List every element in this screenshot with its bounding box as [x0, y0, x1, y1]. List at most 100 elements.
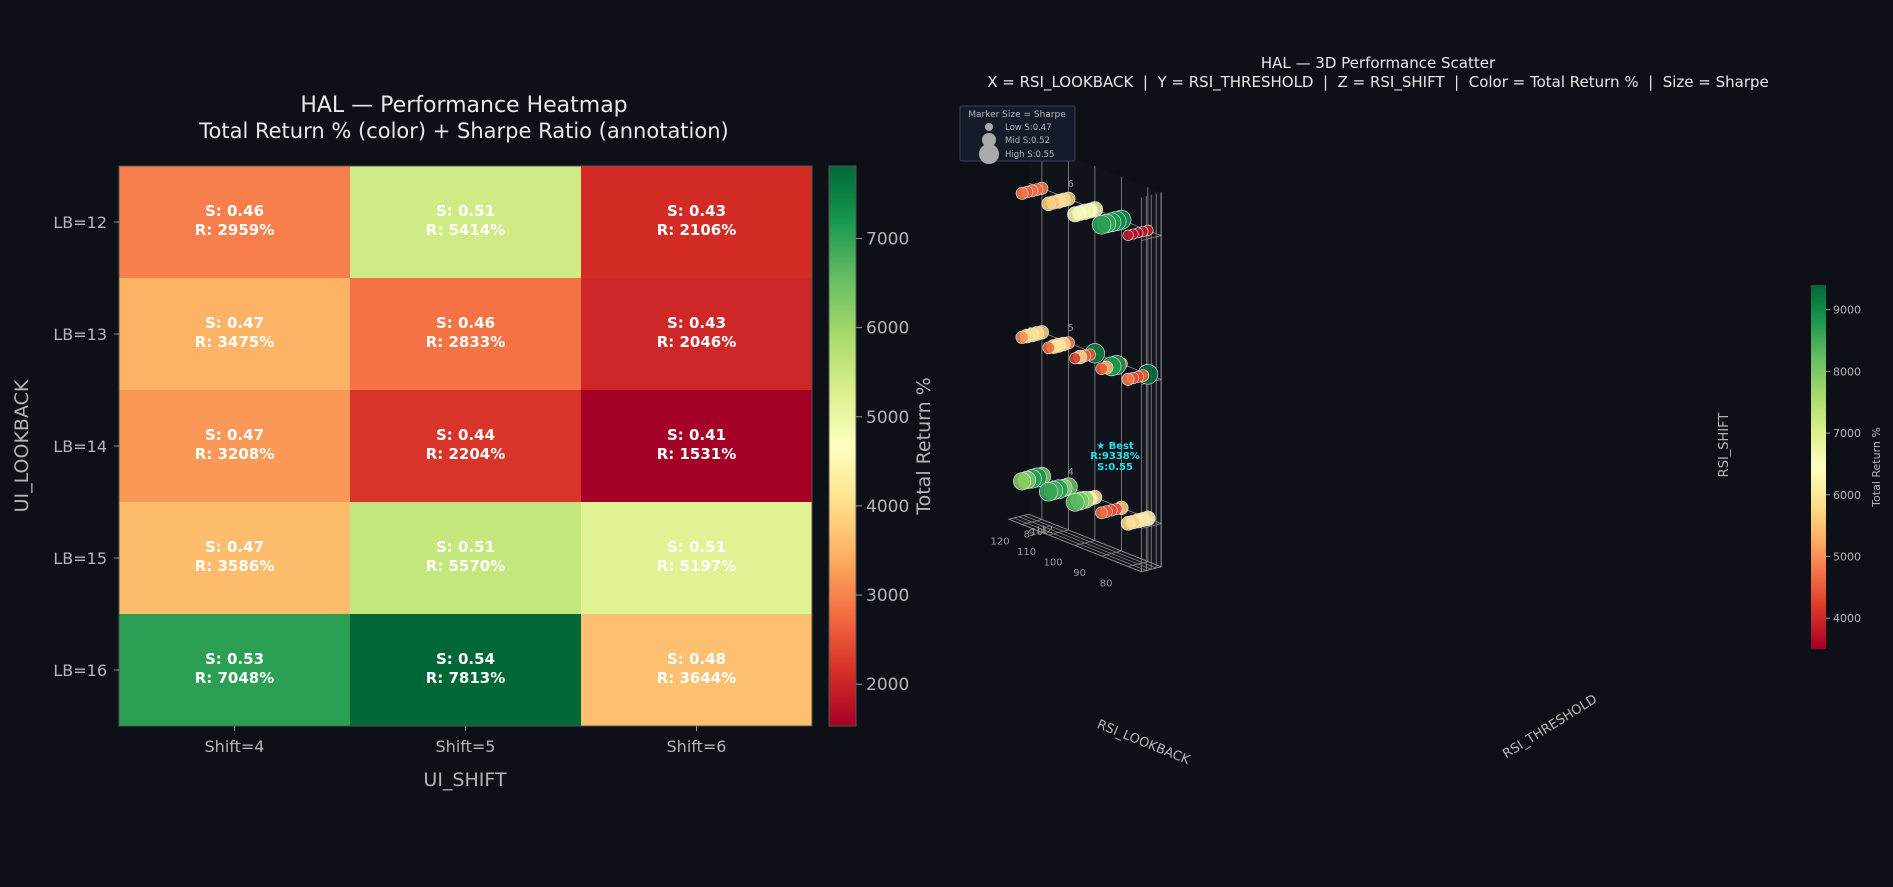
legend-marker-high: [979, 144, 999, 164]
heatmap-cell: [119, 278, 351, 391]
scatter3d-subtitle: X = RSI_LOOKBACK | Y = RSI_THRESHOLD | Z…: [987, 73, 1769, 92]
legend-marker-low: [985, 123, 993, 131]
scatter3d-y-tick-label: 9: [1029, 528, 1035, 539]
heatmap-cell: [350, 614, 582, 727]
heatmap-cell: [581, 390, 813, 503]
heatmap-colorbar-tick-label: 2000: [866, 675, 909, 695]
legend-entry-mid: Mid S:0.52: [1005, 136, 1050, 146]
heatmap-cell-return: R: 2106%: [657, 221, 737, 239]
heatmap-colorbar-ticks: 2000 3000 4000 5000 6000 7000: [856, 229, 909, 695]
scatter3d-point: [1065, 492, 1085, 512]
heatmap-cell-sharpe: S: 0.47: [205, 538, 264, 556]
scatter3d-y-axis-label: RSI_THRESHOLD: [1500, 692, 1600, 762]
scatter3d-x-axis-label: RSI_LOOKBACK: [1095, 717, 1192, 768]
heatmap-cell-return: R: 2959%: [195, 221, 275, 239]
scatter3d-points: [1013, 181, 1159, 531]
scatter3d-chart: HAL — 3D Performance Scatter X = RSI_LOO…: [959, 54, 1883, 768]
heatmap-cell-sharpe: S: 0.48: [667, 650, 726, 668]
heatmap-y-tick-label: LB=15: [53, 549, 107, 568]
heatmap-cell-sharpe: S: 0.46: [205, 202, 264, 220]
scatter3d-colorbar-ticks: 4000 5000 6000 7000 8000 9000: [1826, 304, 1861, 625]
heatmap-cell-return: R: 3644%: [657, 669, 737, 687]
heatmap-cell: [350, 502, 582, 615]
heatmap-cell: [581, 502, 813, 615]
floor-gridline-y: [1008, 518, 1142, 573]
heatmap-cell: [350, 390, 582, 503]
scatter3d-colorbar-tick-label: 7000: [1833, 427, 1861, 440]
heatmap-y-tick-label: LB=14: [53, 437, 107, 456]
heatmap-y-ticks: LB=12 LB=13 LB=14 LB=15 LB=16: [53, 213, 119, 680]
heatmap-cell-sharpe: S: 0.44: [436, 426, 495, 444]
scatter3d-point: [1091, 215, 1112, 235]
scatter3d-y-tick-label: 12: [1040, 524, 1053, 535]
scatter3d-x-tick-label: 90: [1073, 568, 1086, 579]
heatmap-x-ticks: Shift=4 Shift=5 Shift=6: [205, 726, 726, 756]
heatmap-cell-sharpe: S: 0.46: [436, 314, 495, 332]
scatter3d-point: [1095, 506, 1108, 520]
scatter3d-x-tick-label: 110: [1017, 547, 1036, 558]
scatter3d-colorbar-label: Total Return %: [1870, 427, 1883, 508]
scatter3d-point: [1120, 515, 1136, 531]
legend-entry-low: Low S:0.47: [1005, 123, 1052, 133]
legend-title: Marker Size = Sharpe: [968, 110, 1066, 120]
heatmap-cell-return: R: 2204%: [426, 445, 506, 463]
scatter3d-colorbar: 4000 5000 6000 7000 8000 9000 Total Return %: [1811, 285, 1883, 649]
scatter3d-point: [1015, 186, 1029, 200]
heatmap-cell-return: R: 3208%: [195, 445, 275, 463]
heatmap-colorbar-gradient: [828, 165, 857, 727]
scatter3d-colorbar-tick-label: 4000: [1833, 612, 1861, 625]
heatmap-x-tick-label: Shift=5: [436, 737, 496, 756]
heatmap-cell: [119, 390, 351, 503]
heatmap-colorbar-tick-label: 5000: [866, 408, 909, 428]
scatter3d-x-tick-label: 80: [1100, 579, 1113, 590]
scatter3d-best-annotation: ★ Best R:9338% S:0.55: [1090, 441, 1140, 473]
heatmap-y-tick-label: LB=16: [53, 661, 107, 680]
heatmap-cell: [581, 278, 813, 391]
best-annotation-line3: S:0.55: [1097, 462, 1133, 473]
scatter3d-point: [1122, 229, 1134, 241]
heatmap-cell-sharpe: S: 0.54: [436, 650, 495, 668]
heatmap-cell: [581, 166, 813, 279]
scatter3d-y-tick-label: 10: [1030, 527, 1043, 538]
heatmap-x-tick-label: Shift=4: [205, 737, 265, 756]
scatter3d-z-tick-label: 5: [1067, 323, 1073, 334]
heatmap-cell-return: R: 5197%: [657, 557, 737, 575]
scatter3d-point: [1038, 482, 1059, 502]
heatmap-cell-sharpe: S: 0.47: [205, 426, 264, 444]
heatmap-cell-sharpe: S: 0.43: [667, 202, 726, 220]
heatmap-cell-return: R: 7813%: [426, 669, 506, 687]
heatmap-cells: S: 0.46R: 2959%S: 0.51R: 5414%S: 0.43R: …: [119, 166, 813, 727]
scatter3d-colorbar-tick-label: 8000: [1833, 365, 1861, 378]
scatter3d-colorbar-tick-label: 6000: [1833, 489, 1861, 502]
scatter3d-legend: Marker Size = Sharpe Low S:0.47 Mid S:0.…: [959, 105, 1076, 164]
heatmap-chart: HAL — Performance Heatmap Total Return %…: [11, 93, 935, 791]
floor-gridline-y: [1028, 513, 1162, 568]
heatmap-cell: [119, 166, 351, 279]
scatter3d-colorbar-tick-label: 5000: [1833, 550, 1861, 563]
heatmap-cell: [119, 502, 351, 615]
scatter3d-point: [1041, 196, 1056, 211]
floor-gridline-y: [1023, 515, 1157, 569]
heatmap-cell-sharpe: S: 0.47: [205, 314, 264, 332]
heatmap-cell-sharpe: S: 0.41: [667, 426, 726, 444]
scatter3d-x-tick-label: 100: [1044, 558, 1063, 569]
heatmap-cell-return: R: 7048%: [195, 669, 275, 687]
heatmap-y-tick-label: LB=12: [53, 213, 107, 232]
heatmap-subtitle: Total Return % (color) + Sharpe Ratio (a…: [198, 119, 728, 143]
heatmap-cell-return: R: 3475%: [195, 333, 275, 351]
heatmap-cell-sharpe: S: 0.51: [667, 538, 726, 556]
legend-marker-mid: [982, 133, 996, 147]
heatmap-y-tick-label: LB=13: [53, 325, 107, 344]
heatmap-cell-return: R: 5414%: [426, 221, 506, 239]
heatmap-y-axis-label: UI_LOOKBACK: [11, 379, 33, 512]
scatter3d-point: [1067, 206, 1084, 223]
scatter3d-point: [1013, 472, 1032, 491]
best-annotation-line2: R:9338%: [1090, 451, 1140, 462]
heatmap-cell-sharpe: S: 0.51: [436, 538, 495, 556]
scatter3d-title: HAL — 3D Performance Scatter: [1261, 54, 1496, 72]
heatmap-cell-return: R: 3586%: [195, 557, 275, 575]
scatter3d-colorbar-gradient: [1811, 285, 1826, 649]
heatmap-cell-sharpe: S: 0.43: [667, 314, 726, 332]
heatmap-title: HAL — Performance Heatmap: [300, 93, 627, 118]
